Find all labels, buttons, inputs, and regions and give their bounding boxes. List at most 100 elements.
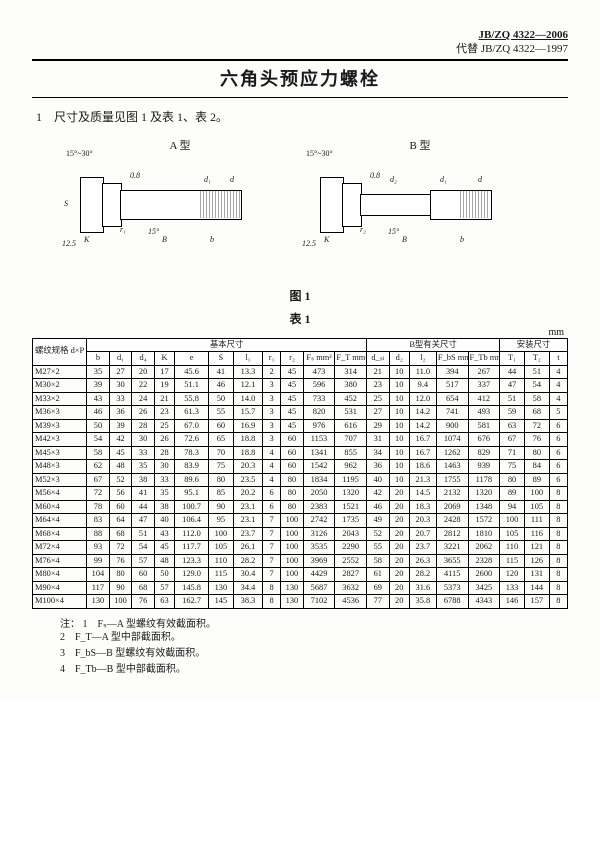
table-cell: 60 — [208, 419, 233, 433]
dim-d2-b: d₂ — [390, 175, 397, 184]
group-basic: 基本尺寸 — [87, 338, 367, 352]
table-cell: 50 — [208, 392, 233, 406]
table-cell: 16.7 — [409, 433, 436, 447]
table-cell: 20 — [389, 554, 409, 568]
dim-d-b: d — [478, 175, 482, 184]
table-cell: 1542 — [303, 460, 335, 474]
table-cell: 962 — [335, 460, 367, 474]
table-cell: 23.1 — [233, 500, 262, 514]
table-cell: 99 — [87, 554, 110, 568]
table-cell: 23.5 — [233, 473, 262, 487]
table-cell: 2812 — [436, 527, 468, 541]
table-cell: 5687 — [303, 581, 335, 595]
table-cell: 20.2 — [233, 487, 262, 501]
table-cell: 50 — [87, 419, 110, 433]
angle-a1: 15°~30° — [66, 149, 93, 158]
table-cell: 63 — [154, 595, 174, 609]
table-cell: 51 — [524, 365, 549, 379]
dimension-table: 螺纹规格 d×P 基本尺寸 B型有关尺寸 安装尺寸 b d₁ d₄ K e S … — [32, 338, 568, 609]
dim-15-b: 15° — [388, 227, 399, 236]
table-cell: 35 — [132, 460, 155, 474]
table-cell: 20 — [389, 500, 409, 514]
table-row: M56×47256413595.18520.268020501320422014… — [33, 487, 568, 501]
label-type-b: B 型 — [409, 137, 430, 153]
col-b: b — [87, 352, 110, 366]
table-cell: 84 — [524, 460, 549, 474]
table-cell: 8 — [263, 595, 281, 609]
table-cell: 61.3 — [175, 406, 209, 420]
note-1: 1 Fₛ—A 型螺纹有效截面积。 — [83, 619, 216, 630]
table-cell: 16.7 — [409, 446, 436, 460]
table-cell: 2600 — [468, 568, 500, 582]
table-cell: 4 — [549, 392, 567, 406]
table-cell: 88 — [87, 527, 110, 541]
table-cell: 35 — [87, 365, 110, 379]
table-cell: 100 — [524, 487, 549, 501]
table-cell: 3 — [263, 419, 281, 433]
dim-r1-a: r₁ — [120, 225, 126, 234]
figure-1: A 型 15°~30° K S B 0.8 d₁ d b r₁ 15° 12.5… — [60, 135, 540, 275]
table-cell: 44 — [500, 365, 525, 379]
table-cell: 30 — [109, 379, 132, 393]
table-cell: 394 — [436, 365, 468, 379]
table-cell: 8 — [549, 581, 567, 595]
table-row: M30×23930221951.14612.134559638023109.45… — [33, 379, 568, 393]
table-cell: 10 — [389, 433, 409, 447]
table-cell: 30.4 — [233, 568, 262, 582]
table-cell: 6788 — [436, 595, 468, 609]
table-cell: 2062 — [468, 541, 500, 555]
table-cell: 130 — [281, 595, 304, 609]
table-cell: 100 — [500, 514, 525, 528]
group-install: 安装尺寸 — [500, 338, 568, 352]
table-cell: 23.7 — [233, 527, 262, 541]
table-cell: 7 — [263, 514, 281, 528]
table-cell: 17 — [154, 365, 174, 379]
table-row: M80×4104806050129.011530.471004429282761… — [33, 568, 568, 582]
table-row: M100×41301007663162.714538.3813071024536… — [33, 595, 568, 609]
dim-125-a: 12.5 — [62, 239, 76, 248]
table-row: M39×35039282567.06016.9345976616291014.2… — [33, 419, 568, 433]
table-cell: 60 — [281, 433, 304, 447]
dim-b-b: b — [460, 235, 464, 244]
bolt-thread-a — [200, 190, 240, 218]
table-row: M27×23527201745.64113.3245473314211011.0… — [33, 365, 568, 379]
table-cell: 20.3 — [409, 514, 436, 528]
table-cell: M64×4 — [33, 514, 87, 528]
table-cell: 733 — [303, 392, 335, 406]
table-cell: 100 — [281, 568, 304, 582]
table-cell: 4 — [549, 379, 567, 393]
table-cell: 20 — [389, 595, 409, 609]
table-cell: 581 — [468, 419, 500, 433]
table-cell: 63 — [500, 419, 525, 433]
table-cell: 30 — [132, 433, 155, 447]
table-cell: 741 — [436, 406, 468, 420]
table-cell: M90×4 — [33, 581, 87, 595]
table-cell: 54 — [524, 379, 549, 393]
table-cell: 10 — [389, 460, 409, 474]
table-cell: 90 — [109, 581, 132, 595]
table-cell: 1755 — [436, 473, 468, 487]
table-cell: 45.6 — [175, 365, 209, 379]
table-cell: 2069 — [436, 500, 468, 514]
table-body: M27×23527201745.64113.3245473314211011.0… — [33, 365, 568, 608]
table-cell: 21 — [154, 392, 174, 406]
table-cell: 14.0 — [233, 392, 262, 406]
table-cell: 900 — [436, 419, 468, 433]
table-cell: 10 — [389, 446, 409, 460]
notes-label: 注： — [60, 619, 80, 630]
table-cell: 52 — [366, 527, 389, 541]
table-cell: 80 — [524, 446, 549, 460]
table-row: M45×35845332878.37018.84601341855341016.… — [33, 446, 568, 460]
table-cell: 2132 — [436, 487, 468, 501]
table-row: M33×24333242155.85014.0345733452251012.0… — [33, 392, 568, 406]
table-cell: 57 — [132, 554, 155, 568]
group-row: 螺纹规格 d×P 基本尺寸 B型有关尺寸 安装尺寸 — [33, 338, 568, 352]
table-cell: 6 — [549, 460, 567, 474]
table-cell: 42 — [366, 487, 389, 501]
table-cell: 58 — [524, 392, 549, 406]
table-cell: 45 — [281, 419, 304, 433]
table-cell: 34.4 — [233, 581, 262, 595]
table-cell: 72 — [87, 487, 110, 501]
table-cell: M48×3 — [33, 460, 87, 474]
table-cell: 10 — [389, 473, 409, 487]
